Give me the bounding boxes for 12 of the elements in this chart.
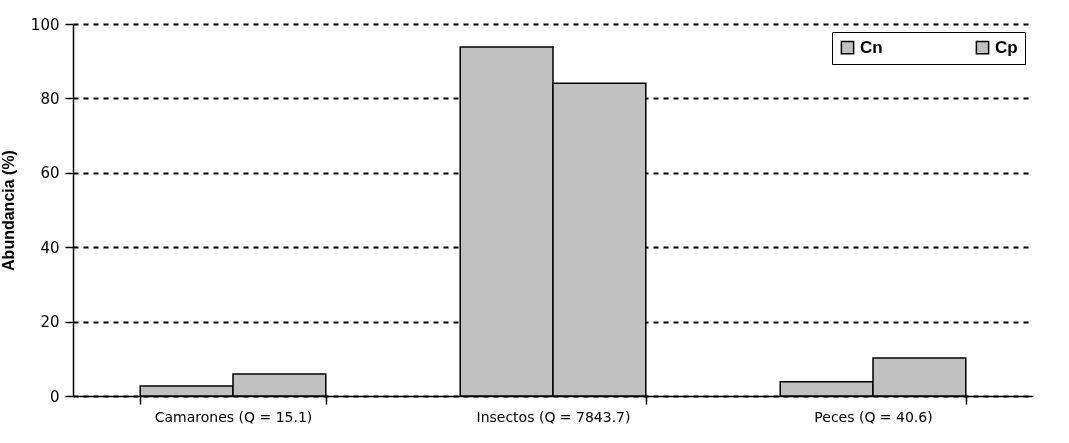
y-tick-label: 60 bbox=[40, 164, 60, 183]
y-tick-label: 0 bbox=[49, 387, 60, 406]
y-tick-label: 100 bbox=[30, 15, 60, 34]
y-tick-label: 20 bbox=[40, 313, 60, 332]
legend-label: Cn bbox=[860, 37, 883, 57]
y-tick-label: 80 bbox=[40, 89, 60, 108]
y-tick-label: 40 bbox=[40, 238, 60, 257]
legend-label: Cp bbox=[995, 37, 1018, 57]
x-tick-label: Peces (Q = 40.6) bbox=[814, 408, 933, 425]
y-axis-title: Abundancia (%) bbox=[0, 150, 17, 271]
x-tick-label: Camarones (Q = 15.1) bbox=[154, 408, 313, 425]
x-tick-label: Insectos (Q = 7843.7) bbox=[476, 408, 631, 425]
